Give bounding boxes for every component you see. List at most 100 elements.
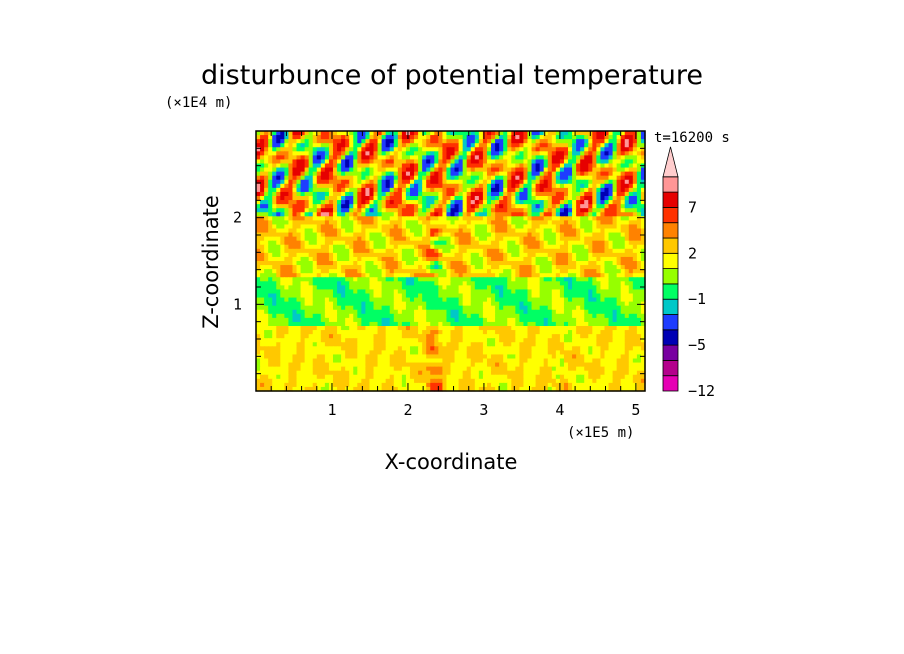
heatmap-cell	[393, 285, 399, 291]
heatmap-cell	[636, 191, 642, 197]
heatmap-cell	[308, 297, 314, 303]
heatmap-cell	[454, 285, 460, 291]
heatmap-cell	[499, 171, 504, 177]
heatmap-cell	[519, 228, 525, 234]
heatmap-cell	[260, 338, 265, 343]
heatmap-cell	[345, 285, 350, 291]
heatmap-cell	[535, 200, 541, 205]
heatmap-cell	[555, 240, 561, 246]
heatmap-cell	[572, 326, 577, 331]
heatmap-cell	[568, 204, 573, 209]
heatmap-cell	[539, 285, 545, 291]
heatmap-cell	[296, 175, 302, 181]
heatmap-cell	[430, 143, 435, 148]
heatmap-cell	[401, 147, 407, 152]
heatmap-cell	[608, 232, 614, 238]
heatmap-cell	[361, 175, 366, 181]
heatmap-cell	[515, 289, 520, 295]
heatmap-cell	[462, 285, 468, 291]
heatmap-cell	[353, 224, 358, 230]
heatmap-cell	[458, 228, 464, 234]
heatmap-cell	[365, 147, 371, 152]
heatmap-cell	[592, 191, 597, 197]
heatmap-cell	[422, 175, 427, 181]
heatmap-cell	[628, 139, 634, 144]
heatmap-cell	[442, 313, 448, 319]
heatmap-cell	[369, 240, 375, 246]
heatmap-cell	[345, 261, 350, 266]
heatmap-cell	[381, 252, 387, 258]
heatmap-cell	[264, 204, 269, 209]
heatmap-cell	[547, 269, 553, 274]
heatmap-cell	[470, 143, 476, 148]
heatmap-cell	[503, 244, 508, 250]
heatmap-cell	[276, 305, 281, 311]
heatmap-cell	[555, 244, 561, 250]
heatmap-cell	[616, 240, 622, 246]
heatmap-cell	[592, 171, 597, 177]
heatmap-cell	[389, 204, 395, 209]
heatmap-cell	[499, 265, 504, 270]
heatmap-cell	[600, 139, 606, 144]
heatmap-cell	[397, 228, 403, 234]
heatmap-cell	[551, 216, 557, 221]
heatmap-cell	[588, 265, 593, 270]
heatmap-cell	[588, 139, 593, 144]
heatmap-cell	[636, 273, 642, 278]
heatmap-cell	[438, 183, 443, 189]
heatmap-cell	[393, 147, 399, 152]
heatmap-cell	[580, 220, 585, 226]
heatmap-cell	[312, 265, 318, 270]
heatmap-cell	[535, 208, 541, 213]
heatmap-cell	[568, 139, 573, 144]
heatmap-cell	[450, 313, 456, 319]
heatmap-cell	[527, 269, 533, 274]
heatmap-cell	[616, 244, 622, 250]
heatmap-cell	[616, 131, 622, 136]
heatmap-cell	[369, 281, 375, 286]
heatmap-cell	[531, 200, 537, 205]
heatmap-cell	[260, 131, 265, 136]
heatmap-cell	[523, 183, 529, 189]
heatmap-cell	[434, 183, 439, 189]
heatmap-cell	[527, 301, 533, 307]
heatmap-cell	[316, 212, 322, 217]
heatmap-cell	[466, 179, 472, 185]
heatmap-cell	[539, 289, 545, 295]
heatmap-cell	[584, 183, 589, 189]
heatmap-cell	[389, 224, 395, 230]
heatmap-cell	[576, 216, 581, 221]
heatmap-cell	[272, 167, 277, 173]
heatmap-cell	[535, 143, 541, 148]
heatmap-cell	[280, 248, 285, 254]
heatmap-cell	[308, 293, 314, 299]
heatmap-cell	[442, 208, 448, 213]
heatmap-cell	[292, 236, 298, 242]
heatmap-cell	[632, 301, 638, 307]
heatmap-cell	[482, 151, 488, 156]
heatmap-cell	[312, 289, 318, 295]
heatmap-cell	[268, 252, 273, 258]
heatmap-cell	[296, 281, 302, 286]
heatmap-cell	[422, 224, 427, 230]
heatmap-cell	[636, 139, 642, 144]
heatmap-cell	[620, 273, 626, 278]
heatmap-cell	[414, 309, 419, 315]
heatmap-cell	[551, 143, 557, 148]
heatmap-cell	[308, 139, 314, 144]
heatmap-cell	[458, 232, 464, 238]
heatmap-cell	[284, 309, 290, 315]
heatmap-cell	[543, 248, 549, 254]
heatmap-cell	[438, 277, 443, 282]
heatmap-cell	[256, 309, 261, 315]
heatmap-cell	[616, 321, 622, 327]
heatmap-cell	[397, 277, 403, 282]
heatmap-cell	[482, 200, 488, 205]
heatmap-cell	[284, 224, 290, 230]
heatmap-cell	[377, 208, 383, 213]
heatmap-cell	[397, 321, 403, 327]
heatmap-cell	[454, 293, 460, 299]
heatmap-cell	[584, 155, 589, 161]
heatmap-cell	[385, 212, 391, 217]
heatmap-cell	[551, 212, 557, 217]
